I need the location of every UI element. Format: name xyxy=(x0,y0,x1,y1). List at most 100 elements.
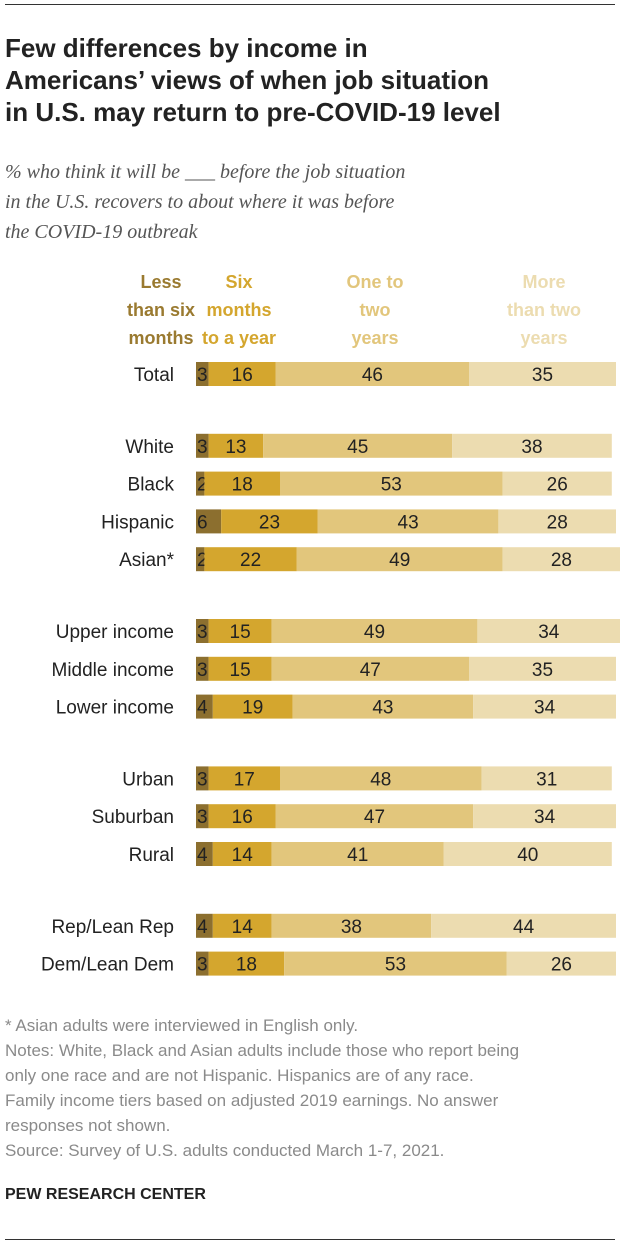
bar-segment-six_to_year xyxy=(204,547,297,572)
bar-segment-more_than_two xyxy=(502,471,612,496)
data-label: 26 xyxy=(551,955,572,976)
row-label: Upper income xyxy=(56,622,174,643)
title-line: in U.S. may return to pre-COVID-19 level xyxy=(5,97,501,127)
bar-row: Middle income 3 15 47 35 xyxy=(52,656,616,681)
subtitle-line: % who think it will be ___ before the jo… xyxy=(5,161,406,183)
bar-segment-less_than_six xyxy=(196,433,209,458)
bar-segment-more_than_two xyxy=(502,547,620,572)
bar-row: Suburban 3 16 47 34 xyxy=(92,804,616,829)
chart-notes: * Asian adults were interviewed in Engli… xyxy=(5,1013,617,1163)
data-label: 41 xyxy=(347,845,368,866)
legend-six-to-year: Six months to a year xyxy=(186,268,292,352)
data-label: 13 xyxy=(225,437,246,458)
data-label: 18 xyxy=(236,955,257,976)
data-label: 17 xyxy=(234,769,255,790)
bar-row: Black 2 18 53 26 xyxy=(128,471,612,496)
subtitle-line: the COVID-19 outbreak xyxy=(5,221,198,243)
notes-line: Notes: White, Black and Asian adults inc… xyxy=(5,1041,520,1060)
data-label: 35 xyxy=(532,660,553,681)
row-label: Rural xyxy=(129,845,174,866)
bar-segment-less_than_six xyxy=(196,547,205,572)
bar-segment-less_than_six xyxy=(196,471,205,496)
bar-segment-one_to_two xyxy=(275,362,469,386)
bar-segment-one_to_two xyxy=(271,842,444,866)
bar-segment-six_to_year xyxy=(208,951,285,976)
data-label: 3 xyxy=(197,769,208,790)
legend-line: years xyxy=(520,328,568,348)
bar-segment-one_to_two xyxy=(280,471,503,496)
data-label: 15 xyxy=(230,622,251,643)
bar-segment-one_to_two xyxy=(271,913,432,938)
row-label: Dem/Lean Dem xyxy=(41,955,174,976)
row-label: Rep/Lean Rep xyxy=(51,917,174,938)
bar-row: Urban 3 17 48 31 xyxy=(122,766,612,791)
bar-segment-more_than_two xyxy=(481,766,612,791)
bar-segment-more_than_two xyxy=(473,694,616,719)
data-label: 40 xyxy=(517,845,538,866)
row-label: Asian* xyxy=(119,550,175,571)
data-label: 3 xyxy=(197,660,208,681)
bar-segment-less_than_six xyxy=(196,766,209,791)
bar-segment-less_than_six xyxy=(196,842,213,866)
row-label: Lower income xyxy=(56,698,174,719)
bar-segment-one_to_two xyxy=(296,547,503,572)
data-label: 47 xyxy=(364,807,385,828)
bar-segment-one_to_two xyxy=(263,433,453,458)
data-label: 43 xyxy=(372,698,393,719)
legend-line: than six xyxy=(126,300,196,320)
data-label: 23 xyxy=(259,512,280,533)
data-label: 53 xyxy=(385,955,406,976)
bar-segment-less_than_six xyxy=(196,509,222,534)
bar-segment-less_than_six xyxy=(196,951,209,976)
data-label: 16 xyxy=(232,807,253,828)
data-label: 3 xyxy=(197,807,208,828)
data-label: 31 xyxy=(536,769,557,790)
row-label: Black xyxy=(128,475,175,496)
bar-segment-less_than_six xyxy=(196,619,209,643)
bar-segment-six_to_year xyxy=(208,804,276,829)
row-label: Total xyxy=(134,365,174,386)
chart-subtitle: % who think it will be ___ before the jo… xyxy=(5,157,565,247)
bar-segment-more_than_two xyxy=(477,619,620,643)
data-label: 3 xyxy=(197,622,208,643)
bar-segment-six_to_year xyxy=(208,656,272,681)
bar-segment-more_than_two xyxy=(443,842,612,866)
bar-segment-six_to_year xyxy=(208,433,264,458)
notes-line: only one race and are not Hispanic. Hisp… xyxy=(5,1066,474,1085)
bottom-rule xyxy=(5,1239,615,1240)
data-label: 48 xyxy=(370,769,391,790)
legend-line: Less xyxy=(140,272,182,292)
bar-segment-six_to_year xyxy=(212,913,272,938)
bar-segment-six_to_year xyxy=(208,619,272,643)
legend-one-to-two: One to two years xyxy=(320,268,430,352)
bar-row: Asian* 2 22 49 28 xyxy=(119,547,620,572)
bar-segment-less_than_six xyxy=(196,913,213,938)
data-label: 6 xyxy=(197,512,208,533)
bar-segment-one_to_two xyxy=(317,509,499,534)
data-label: 45 xyxy=(347,437,368,458)
bar-segment-more_than_two xyxy=(469,656,616,681)
row-label: Urban xyxy=(122,769,174,790)
bar-segment-one_to_two xyxy=(292,694,474,719)
bar-segment-less_than_six xyxy=(196,656,209,681)
data-label: 43 xyxy=(398,512,419,533)
bar-row: Upper income 3 15 49 34 xyxy=(56,619,620,643)
bar-segment-one_to_two xyxy=(275,804,474,829)
notes-line: Source: Survey of U.S. adults conducted … xyxy=(5,1141,445,1160)
bar-segment-six_to_year xyxy=(208,766,280,791)
bar-row: Total 3 16 46 35 xyxy=(134,362,616,386)
bar-row: Rep/Lean Rep 4 14 38 44 xyxy=(51,913,616,938)
data-label: 38 xyxy=(521,437,542,458)
bar-segment-less_than_six xyxy=(196,694,213,719)
legend-less-than-six: Less than six months xyxy=(98,268,224,352)
data-label: 22 xyxy=(240,550,261,571)
data-label: 34 xyxy=(534,698,556,719)
top-rule xyxy=(5,4,615,5)
data-label: 14 xyxy=(232,917,254,938)
chart-title: Few differences by income in Americans’ … xyxy=(5,32,615,128)
legend-line: to a year xyxy=(201,328,277,348)
bar-segment-one_to_two xyxy=(271,656,469,681)
row-label: Middle income xyxy=(52,660,175,681)
notes-line: responses not shown. xyxy=(5,1116,171,1135)
bar-segment-more_than_two xyxy=(452,433,612,458)
